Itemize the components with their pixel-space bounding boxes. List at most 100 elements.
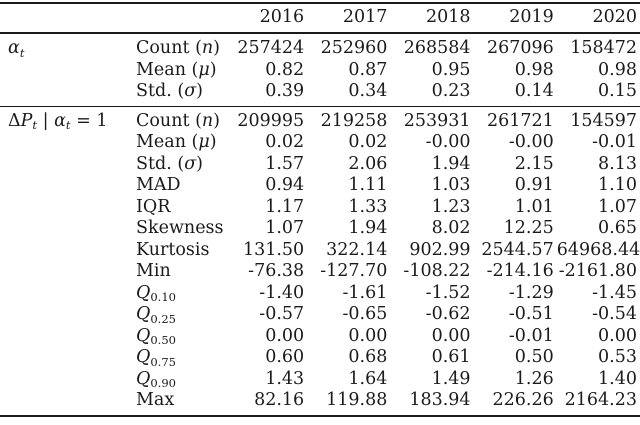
stat-label: Q0.50	[136, 325, 176, 347]
value-cell: 0.82	[265, 59, 305, 80]
group-label: ΔPt | αt = 1	[8, 110, 108, 132]
value-cell: 1.64	[348, 368, 388, 389]
table-row: Mean (μ) 0.02 0.02 -0.00 -0.00 -0.01	[0, 132, 640, 154]
value-cell: 253931	[403, 110, 471, 131]
stat-label: Q0.10	[136, 282, 176, 304]
value-cell: 2544.57	[481, 239, 554, 260]
value-cell: 0.00	[598, 325, 637, 346]
value-cell: 8.02	[431, 218, 471, 238]
value-cell: 82.16	[254, 390, 305, 410]
stat-label: Q0.25	[136, 304, 176, 326]
stat-label: Count (n)	[136, 38, 220, 58]
group-label-spacer	[0, 81, 136, 106]
year-column-header-2020: 2020	[592, 7, 637, 27]
value-cell: 154597	[570, 110, 637, 131]
value-cell: 0.87	[348, 59, 388, 80]
value-cell: 1.23	[431, 196, 471, 217]
value-cell: 2.15	[514, 153, 554, 174]
table-row: Max 82.16 119.88 183.94 226.26 2164.23	[0, 390, 640, 416]
value-cell: 0.53	[598, 347, 637, 367]
value-cell: -0.57	[259, 304, 305, 324]
value-cell: 219258	[320, 110, 388, 131]
table-header: 2016 2017 2018 2019 2020	[0, 3, 640, 33]
value-cell: 0.50	[514, 347, 554, 367]
header-empty-stat-cell	[136, 3, 224, 33]
stat-label: MAD	[136, 175, 181, 195]
value-cell: 12.25	[503, 218, 554, 238]
stat-label: Max	[136, 390, 175, 410]
value-cell: 1.10	[598, 175, 637, 195]
value-cell: 226.26	[492, 390, 554, 410]
value-cell: 0.23	[431, 81, 471, 101]
value-cell: 267096	[486, 38, 554, 58]
table-row: αt Count (n) 257424 252960 268584 267096 15847…	[0, 33, 640, 60]
value-cell: 0.94	[265, 175, 305, 195]
value-cell: 0.00	[265, 325, 305, 346]
value-cell: 0.98	[514, 59, 554, 80]
value-cell: 0.00	[431, 325, 471, 346]
value-cell: 1.26	[514, 368, 554, 389]
stat-label: IQR	[136, 196, 171, 217]
group-label-spacer	[0, 154, 136, 176]
table-row: Q0.25 -0.57 -0.65 -0.62 -0.51 -0.54	[0, 304, 640, 326]
value-cell: 268584	[403, 38, 471, 58]
section-delta-p-given-alpha: ΔPt | αt = 1 Count (n) 209995 219258 253931 2…	[0, 106, 640, 416]
value-cell: 902.99	[409, 239, 471, 260]
value-cell: -214.16	[486, 261, 554, 281]
table-row: ΔPt | αt = 1 Count (n) 209995 219258 253931 2…	[0, 106, 640, 132]
value-cell: -0.00	[508, 132, 554, 152]
value-cell: 252960	[320, 38, 388, 58]
year-column-header-2018: 2018	[426, 7, 471, 27]
stat-label: Std. (σ)	[136, 81, 203, 101]
stat-label: Mean (μ)	[136, 132, 217, 152]
summary-statistics-table: 2016 2017 2018 2019 2020 αt Count (n) 2574…	[0, 2, 640, 417]
value-cell: 1.03	[431, 175, 471, 195]
value-cell: 0.15	[598, 81, 637, 101]
value-cell: -1.61	[342, 282, 388, 303]
table-row: Q0.10 -1.40 -1.61 -1.52 -1.29 -1.45	[0, 283, 640, 305]
value-cell: 1.49	[431, 368, 471, 389]
value-cell: -1.29	[508, 282, 554, 303]
group-label-spacer	[0, 283, 136, 305]
section-alpha: αt Count (n) 257424 252960 268584 267096 15847…	[0, 33, 640, 106]
value-cell: -0.65	[342, 304, 388, 324]
value-cell: 8.13	[598, 153, 637, 174]
value-cell: 1.11	[348, 175, 388, 195]
stat-label: Mean (μ)	[136, 59, 217, 80]
value-cell: -1.40	[259, 282, 305, 303]
value-cell: 0.91	[514, 175, 554, 195]
value-cell: 0.60	[265, 347, 305, 367]
table-row: Min -76.38 -127.70 -108.22 -214.16 -2161.80	[0, 261, 640, 283]
value-cell: 209995	[237, 110, 305, 131]
value-cell: 322.14	[326, 239, 388, 260]
value-cell: 1.07	[265, 218, 305, 238]
table-row: Std. (σ) 0.39 0.34 0.23 0.14 0.15	[0, 81, 640, 106]
value-cell: 1.43	[265, 368, 305, 389]
value-cell: -0.01	[592, 132, 637, 152]
group-label-spacer	[0, 132, 136, 154]
value-cell: 1.01	[514, 196, 554, 217]
stat-label: Std. (σ)	[136, 153, 203, 174]
value-cell: 2.06	[348, 153, 388, 174]
group-label-spacer	[0, 369, 136, 391]
value-cell: 64968.44	[556, 239, 640, 260]
value-cell: -0.54	[592, 304, 637, 324]
year-column-header-2019: 2019	[509, 7, 554, 27]
table-row: Q0.50 0.00 0.00 0.00 -0.01 0.00	[0, 326, 640, 348]
table-row: Q0.75 0.60 0.68 0.61 0.50 0.53	[0, 347, 640, 369]
value-cell: 0.65	[598, 218, 637, 238]
value-cell: 1.17	[265, 196, 305, 217]
value-cell: 0.39	[265, 81, 305, 101]
value-cell: 0.98	[598, 59, 637, 80]
group-label: αt	[8, 38, 25, 60]
value-cell: 1.57	[265, 153, 305, 174]
value-cell: 0.68	[348, 347, 388, 367]
stat-label: Min	[136, 261, 171, 281]
stat-label: Skewness	[136, 218, 224, 238]
value-cell: 1.07	[598, 196, 637, 217]
value-cell: -1.45	[592, 282, 637, 303]
group-label-spacer	[0, 304, 136, 326]
value-cell: 0.00	[348, 325, 388, 346]
year-column-header-2017: 2017	[342, 7, 388, 27]
